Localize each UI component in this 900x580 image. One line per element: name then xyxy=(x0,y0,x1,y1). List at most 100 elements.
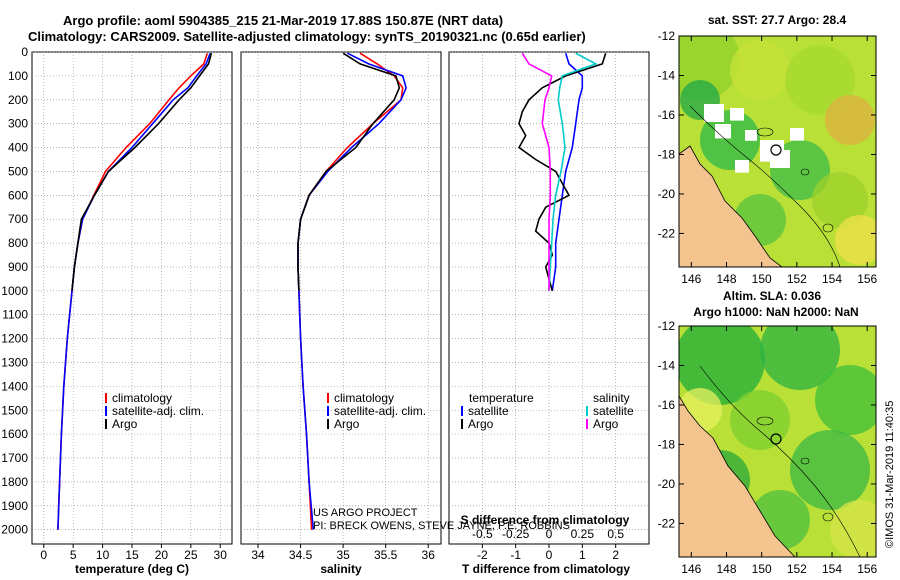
legend-climatology: climatology xyxy=(112,391,172,405)
depth-tick-label: 700 xyxy=(8,212,28,226)
map-axes: -12 -14 -16 -18 -20 -22 146 148 150 152 154 156 -12 -… xyxy=(658,29,878,576)
sla-map-frame xyxy=(678,325,877,558)
map-lat-label: -16 xyxy=(658,108,676,122)
depth-tick-label: 400 xyxy=(8,141,28,155)
sal-legend-satellite: satellite-adj. clim. xyxy=(334,404,426,418)
map-lon-label: 148 xyxy=(716,272,736,286)
salinity-xlabel: salinity xyxy=(320,562,362,576)
map-lon-label: 150 xyxy=(752,272,772,286)
tdiff-x-tick-label: -1 xyxy=(510,548,521,562)
curves-salinity xyxy=(297,52,407,530)
depth-tick-label: 1600 xyxy=(1,427,28,441)
sdiff-tick-label: 0 xyxy=(546,527,553,541)
temperature-x-tick-label: 0 xyxy=(40,548,47,562)
salinity-frame xyxy=(240,51,442,545)
reef-outline xyxy=(800,168,810,176)
map-lat-label: -22 xyxy=(658,516,676,530)
map-lat-label: -16 xyxy=(658,398,676,412)
depth-tick-label: 800 xyxy=(8,236,28,250)
series-line-argo xyxy=(71,52,213,291)
salinity-x-tick-label: 34.5 xyxy=(289,548,313,562)
map-lat-label: -18 xyxy=(658,147,676,161)
map-lon-label: 152 xyxy=(787,272,807,286)
map-lon-label: 148 xyxy=(716,562,736,576)
map-depth-contour xyxy=(699,365,861,557)
depth-gridlines xyxy=(32,51,649,544)
sdiff-tick-label: -0.5 xyxy=(472,527,493,541)
title-line1: Argo profile: aoml 5904385_215 21-Mar-20… xyxy=(63,13,503,28)
depth-tick-label: 500 xyxy=(8,164,28,178)
profile-panels xyxy=(31,51,650,545)
salinity-legend: climatology satellite-adj. clim. Argo xyxy=(327,391,426,431)
legend-s-satellite: satellite xyxy=(593,404,634,418)
legend-t-argo: Argo xyxy=(468,417,494,431)
tdiff-x-tick-label: 2 xyxy=(612,548,619,562)
curves-temperature xyxy=(57,52,213,530)
reef-outline xyxy=(822,512,834,522)
argo-float-marker xyxy=(770,144,782,156)
depth-tick-label: 1200 xyxy=(1,332,28,346)
map-nodata-cell xyxy=(715,124,731,139)
x-axes: 0 5 10 15 20 25 30 34 34.5 35 35.5 36 -2 -1 0 1 2 -0.5 -0.… xyxy=(40,527,624,562)
map-lon-label: 154 xyxy=(822,562,842,576)
temperature-x-tick-label: 10 xyxy=(96,548,110,562)
depth-tick-label: 100 xyxy=(8,69,28,83)
tdiff-x-tick-label: 0 xyxy=(546,548,553,562)
map-lon-label: 156 xyxy=(857,272,877,286)
reef-outline xyxy=(800,457,810,465)
map-nodata-cell xyxy=(790,128,804,141)
map-lat-label: -20 xyxy=(658,477,676,491)
depth-tick-label: 900 xyxy=(8,260,28,274)
depth-tick-label: 200 xyxy=(8,93,28,107)
series-line-s-satellite xyxy=(548,52,598,291)
salinity-x-tick-label: 34 xyxy=(251,548,265,562)
argo-float-marker xyxy=(770,433,782,445)
sdiff-tick-label: 0.25 xyxy=(571,527,595,541)
sst-map xyxy=(679,36,876,267)
map-colour-patch xyxy=(830,500,876,557)
reef-outline xyxy=(756,127,774,137)
map-colour-patch xyxy=(815,365,876,435)
depth-axis-labels: 0 100 200 300 400 500 600 700 800 900 1000 1100 1200… xyxy=(1,45,28,537)
curves-difference xyxy=(517,52,607,292)
map-colour-patch xyxy=(812,172,868,228)
sla-map-title2: Argo h1000: NaN h2000: NaN xyxy=(693,305,858,319)
tdiff-x-tick-label: -2 xyxy=(477,548,488,562)
depth-tick-label: 1800 xyxy=(1,475,28,489)
sst-map-frame xyxy=(678,35,877,268)
map-lat-label: -14 xyxy=(658,68,676,82)
salinity-x-tick-label: 35.5 xyxy=(374,548,398,562)
map-lon-label: 154 xyxy=(822,272,842,286)
map-lat-label: -12 xyxy=(658,29,676,43)
title-line2: Climatology: CARS2009. Satellite-adjuste… xyxy=(28,29,586,44)
sal-legend-climatology: climatology xyxy=(334,391,394,405)
depth-tick-label: 1100 xyxy=(2,308,28,322)
temperature-legend: climatology satellite-adj. clim. Argo xyxy=(105,391,204,431)
imos-watermark: ©IMOS 31-Mar-2019 11:40:35 xyxy=(884,401,896,548)
temperature-x-tick-label: 5 xyxy=(70,548,77,562)
legend-t-satellite: satellite xyxy=(468,404,509,418)
map-land xyxy=(679,395,796,557)
map-lon-label: 150 xyxy=(752,562,772,576)
series-line-t-argo xyxy=(517,52,607,292)
depth-tick-label: 1700 xyxy=(1,451,28,465)
series-line-t-satellite xyxy=(551,52,584,291)
temperature-x-tick-label: 30 xyxy=(214,548,228,562)
sdiff-tick-label: -0.25 xyxy=(502,527,530,541)
reef-outline xyxy=(756,416,774,426)
depth-tick-label: 1300 xyxy=(1,355,28,369)
temperature-x-tick-label: 20 xyxy=(155,548,169,562)
salinity-x-tick-label: 35 xyxy=(336,548,350,562)
map-lat-label: -18 xyxy=(658,437,676,451)
depth-tick-label: 1500 xyxy=(1,403,28,417)
depth-tick-label: 1900 xyxy=(1,499,28,513)
salinity-x-tick-label: 36 xyxy=(422,548,436,562)
map-lon-label: 146 xyxy=(681,272,701,286)
temperature-xlabel: temperature (deg C) xyxy=(75,562,189,576)
legend-salinity-title: salinity xyxy=(593,391,630,405)
map-lon-label: 152 xyxy=(787,562,807,576)
depth-tick-label: 2000 xyxy=(1,523,28,537)
tdiff-x-tick-label: 1 xyxy=(579,548,586,562)
credit-project: US ARGO PROJECT xyxy=(313,507,418,519)
